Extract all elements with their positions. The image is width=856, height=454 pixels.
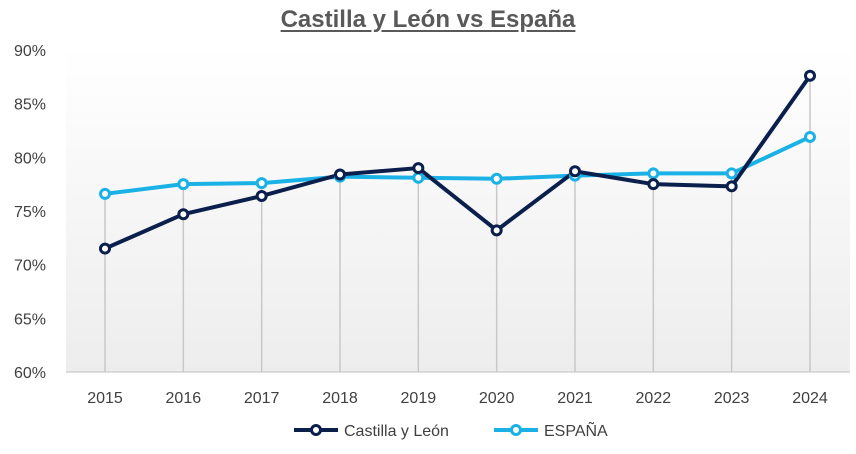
x-tick-label: 2015 xyxy=(87,390,123,407)
y-tick-label: 70% xyxy=(14,258,46,275)
data-point xyxy=(99,242,111,255)
data-point xyxy=(647,167,660,180)
data-point xyxy=(334,168,346,181)
x-tick-label: 2020 xyxy=(479,390,515,407)
x-tick-label: 2019 xyxy=(401,390,437,407)
data-point xyxy=(569,165,581,178)
plot-area xyxy=(66,46,850,372)
y-tick-label: 80% xyxy=(14,150,46,167)
x-tick-label: 2017 xyxy=(244,390,280,407)
x-tick-label: 2016 xyxy=(166,390,202,407)
data-point xyxy=(412,162,425,175)
data-point xyxy=(255,189,268,202)
legend-swatch-marker xyxy=(510,424,522,436)
data-point xyxy=(647,178,660,191)
data-point xyxy=(255,177,268,190)
series-line-0 xyxy=(104,74,812,251)
legend-label: ESPAÑA xyxy=(544,420,608,440)
y-tick-label: 85% xyxy=(14,97,46,114)
x-tick-label: 2018 xyxy=(322,390,358,407)
x-tick-label: 2022 xyxy=(636,390,672,407)
y-tick-label: 60% xyxy=(14,365,46,382)
x-tick-label: 2024 xyxy=(792,390,828,407)
y-tick-label: 65% xyxy=(14,311,46,328)
data-point xyxy=(490,224,503,237)
data-point xyxy=(725,167,738,180)
data-point xyxy=(177,178,190,191)
data-point xyxy=(490,172,503,185)
data-point xyxy=(804,130,816,143)
chart-title: Castilla y León vs España xyxy=(280,6,576,33)
y-tick-label: 75% xyxy=(14,204,46,221)
legend-label: Castilla y León xyxy=(344,423,449,440)
data-point xyxy=(725,180,738,193)
data-point xyxy=(177,208,190,221)
y-tick-label: 90% xyxy=(14,43,46,60)
data-point xyxy=(804,69,816,82)
data-point xyxy=(412,171,425,184)
x-tick-label: 2023 xyxy=(714,390,750,407)
x-tick-label: 2021 xyxy=(557,390,593,407)
legend-swatch-marker xyxy=(310,424,322,436)
data-point xyxy=(99,187,111,200)
series-line-1 xyxy=(104,135,811,196)
